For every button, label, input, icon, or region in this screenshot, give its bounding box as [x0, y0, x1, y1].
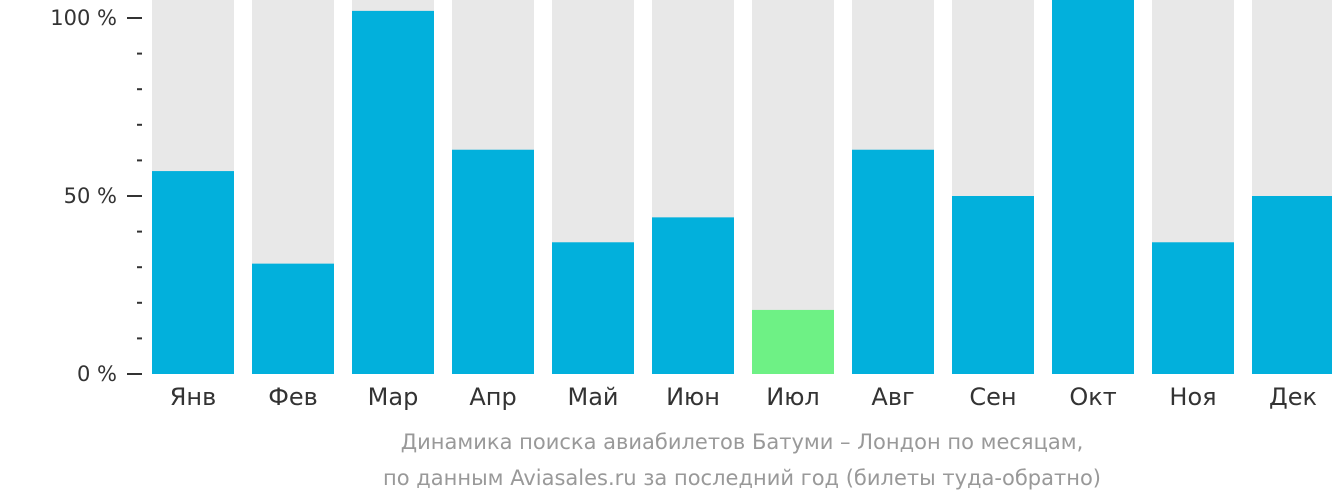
x-tick-label: Июн [666, 383, 720, 411]
bar-5 [552, 242, 634, 374]
bar-6 [652, 217, 734, 374]
bar-10 [1052, 0, 1134, 374]
x-tick-label: Фев [268, 383, 318, 411]
y-tick-label: 100 % [50, 6, 117, 30]
y-tick-label: 50 % [64, 184, 117, 208]
x-tick-label: Мар [368, 383, 419, 411]
x-tick-label: Ноя [1169, 383, 1216, 411]
bar-8 [852, 149, 934, 374]
x-tick-label: Апр [469, 383, 516, 411]
x-tick-label: Окт [1069, 383, 1116, 411]
x-tick-label: Май [567, 383, 618, 411]
y-axis: 0 % 50 % 100 % [50, 6, 142, 386]
bar-9 [952, 196, 1034, 374]
x-tick-label: Дек [1269, 383, 1317, 411]
x-axis-labels: Янв Фев Мар Апр Май Июн Июл Авг Сен Окт Ноя Дек [170, 383, 1317, 411]
bar-7 [752, 309, 834, 374]
bars [152, 0, 1332, 374]
x-tick-label: Авг [871, 383, 914, 411]
bar-1 [152, 171, 234, 374]
x-tick-label: Янв [170, 383, 217, 411]
x-tick-label: Июл [766, 383, 820, 411]
y-tick-label: 0 % [77, 362, 117, 386]
chart-caption-line-2: по данным Aviasales.ru за последний год … [383, 466, 1101, 490]
x-tick-label: Сен [969, 383, 1016, 411]
bar-4 [452, 149, 534, 374]
bar-2 [252, 263, 334, 374]
chart-caption-line-1: Динамика поиска авиабилетов Батуми – Лон… [400, 430, 1084, 454]
bar-12 [1252, 196, 1332, 374]
bar-11 [1152, 242, 1234, 374]
bar-3 [352, 10, 434, 374]
